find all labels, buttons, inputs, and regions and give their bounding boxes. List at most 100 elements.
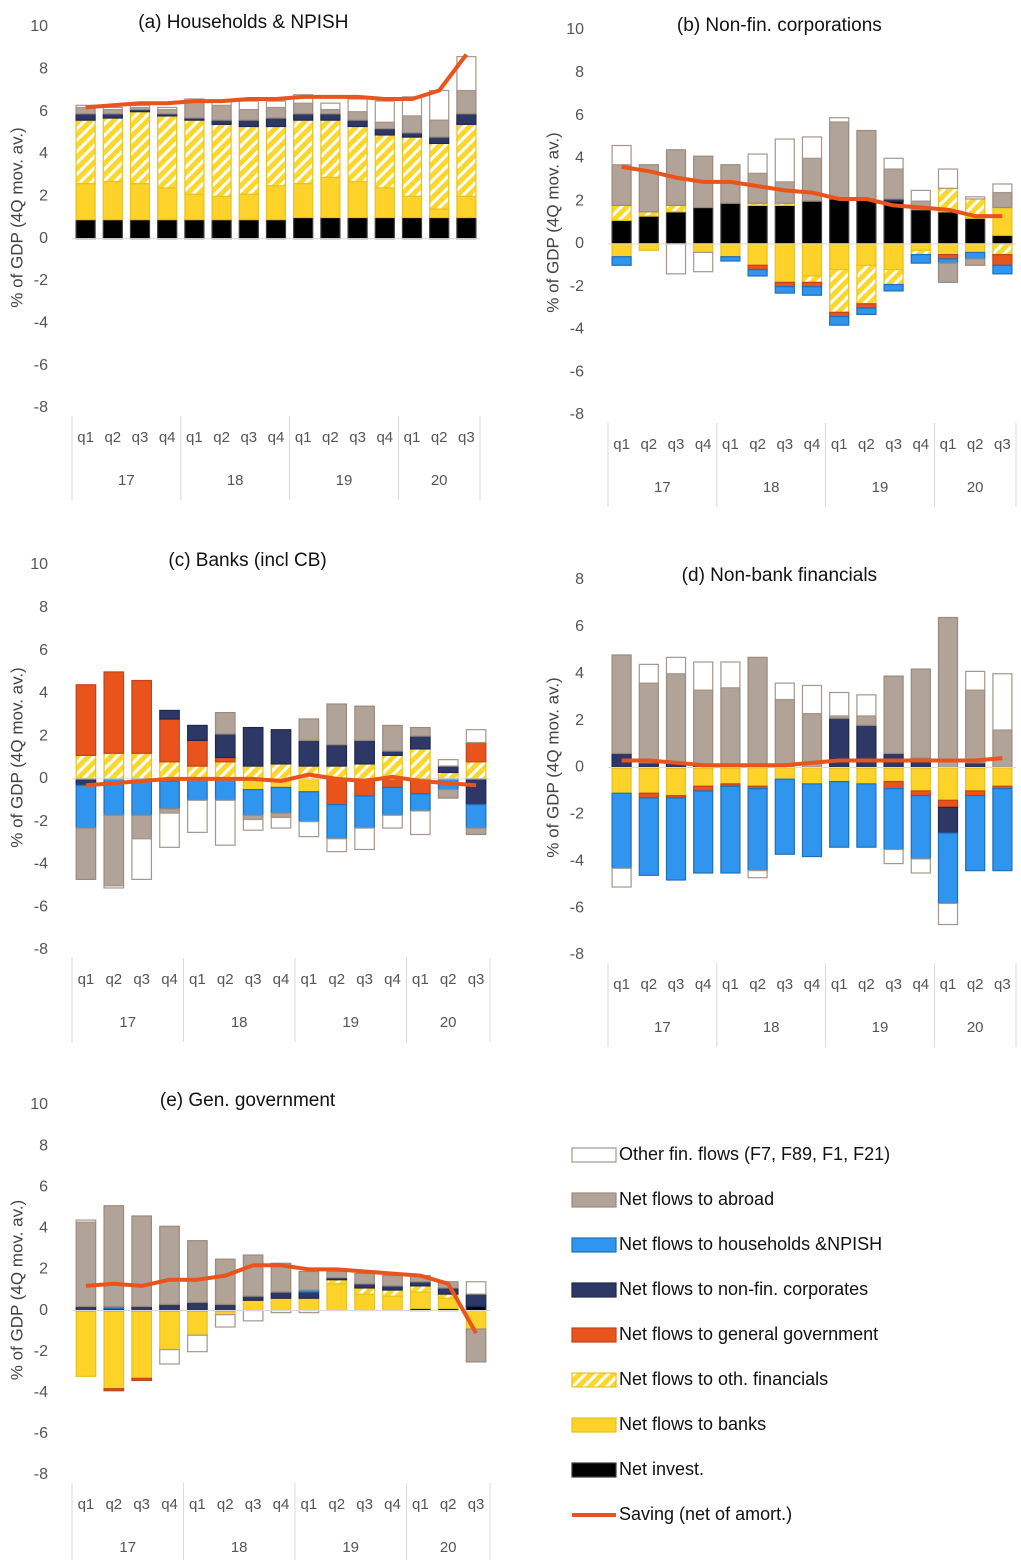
- bar-segment: [159, 718, 180, 763]
- bar-segment: [159, 709, 180, 720]
- bar-segment: [910, 249, 931, 256]
- bar-segment: [326, 838, 348, 853]
- bar-segment: [382, 1285, 403, 1291]
- bar-segment: [638, 762, 659, 769]
- bar-segment: [429, 208, 450, 219]
- y-axis-label: % of GDP (4Q mov. av.): [543, 677, 562, 857]
- x-group-label: 20: [440, 1014, 457, 1031]
- bar-segment: [187, 1301, 208, 1312]
- bar-segment: [611, 164, 632, 206]
- bar-segment: [293, 102, 314, 115]
- bar-segment: [611, 654, 632, 755]
- x-group-label: 18: [763, 1019, 780, 1036]
- y-tick-label: -4: [570, 321, 584, 338]
- legend-swatch: [571, 1327, 617, 1343]
- bar-segment: [75, 1221, 97, 1308]
- y-tick-label: 10: [30, 556, 48, 573]
- bar-segment: [354, 1272, 375, 1285]
- bar-segment: [937, 806, 959, 834]
- x-group-label: 19: [342, 1539, 359, 1556]
- legend-swatch: [571, 1192, 617, 1208]
- bar-segment: [409, 735, 431, 750]
- bar-segment: [747, 268, 768, 277]
- bar-segment: [354, 1293, 375, 1312]
- bar-segment: [429, 136, 450, 145]
- bar-segment: [270, 1262, 292, 1293]
- bar-segment: [747, 870, 768, 879]
- bar-segment: [184, 100, 205, 119]
- bar-segment: [382, 814, 403, 829]
- bar-segment: [774, 778, 795, 855]
- bar-segment: [720, 766, 741, 785]
- bar-segment: [214, 1314, 236, 1328]
- bar-segment: [293, 183, 314, 219]
- x-tick-label: q3: [245, 971, 262, 988]
- bar-segment: [265, 117, 287, 128]
- bar-segment: [75, 113, 96, 121]
- bar-segment: [214, 799, 236, 846]
- x-tick-label: q4: [268, 429, 285, 446]
- y-axis-label: % of GDP (4Q mov. av.): [543, 132, 562, 312]
- bar-segment: [638, 211, 659, 217]
- bar-segment: [829, 198, 850, 245]
- x-group-label: 18: [227, 472, 244, 489]
- bar-segment: [242, 1309, 264, 1322]
- bar-segment: [992, 787, 1013, 872]
- saving-line: [85, 772, 477, 788]
- bar-segment: [409, 793, 431, 812]
- y-tick-label: 4: [575, 150, 584, 167]
- bar-segment: [774, 138, 795, 183]
- bar-segment: [131, 1215, 153, 1308]
- bar-segment: [910, 668, 931, 759]
- x-tick-label: q3: [240, 429, 257, 446]
- bar-segment: [747, 153, 768, 174]
- bar-segment: [429, 142, 450, 210]
- bar-segment: [611, 219, 632, 245]
- bar-segment: [102, 219, 123, 240]
- bar-segment: [293, 216, 314, 240]
- bar-segment: [293, 119, 314, 185]
- bar-segment: [638, 215, 659, 245]
- bar-segment: [774, 682, 795, 701]
- bar-segment: [437, 765, 459, 774]
- y-axis-label: % of GDP (4Q mov. av.): [7, 667, 26, 847]
- bar-segment: [883, 168, 904, 200]
- y-tick-label: -8: [570, 406, 584, 423]
- legend-swatch: [571, 1462, 617, 1478]
- y-tick-label: 6: [575, 618, 584, 635]
- bar-segment: [910, 243, 931, 251]
- x-tick-label: q4: [912, 976, 929, 993]
- bar-segment: [856, 307, 877, 316]
- legend-swatch: [571, 1372, 617, 1388]
- bar-segment: [801, 136, 823, 159]
- legend-label: Saving (net of amort.): [619, 1504, 792, 1524]
- x-tick-label: q2: [967, 436, 984, 453]
- y-tick-label: 2: [39, 727, 48, 744]
- bar-segment: [638, 797, 659, 876]
- x-tick-label: q2: [322, 429, 339, 446]
- bar-segment: [638, 164, 659, 213]
- x-tick-label: q3: [132, 429, 149, 446]
- bar-segment: [883, 766, 904, 783]
- x-tick-label: q2: [431, 429, 448, 446]
- x-tick-label: q1: [412, 971, 429, 988]
- x-group-label: 18: [231, 1539, 248, 1556]
- bar-segment: [214, 756, 236, 763]
- bar-segment: [856, 766, 877, 785]
- y-tick-label: -4: [34, 856, 48, 873]
- bar-segment: [665, 766, 687, 797]
- x-group-label: 18: [763, 479, 780, 496]
- y-tick-label: -2: [34, 272, 48, 289]
- bar-segment: [638, 682, 659, 764]
- legend-label: Net flows to abroad: [619, 1189, 774, 1209]
- bar-segment: [856, 243, 877, 266]
- x-tick-label: q3: [245, 1496, 262, 1513]
- bar-segment: [965, 790, 986, 797]
- bar-segment: [883, 780, 904, 790]
- bar-segment: [693, 251, 714, 273]
- bar-segment: [937, 243, 959, 256]
- bar-segment: [214, 1303, 236, 1312]
- y-tick-label: -2: [34, 813, 48, 830]
- bar-segment: [774, 766, 795, 780]
- bar-segment: [75, 1219, 97, 1223]
